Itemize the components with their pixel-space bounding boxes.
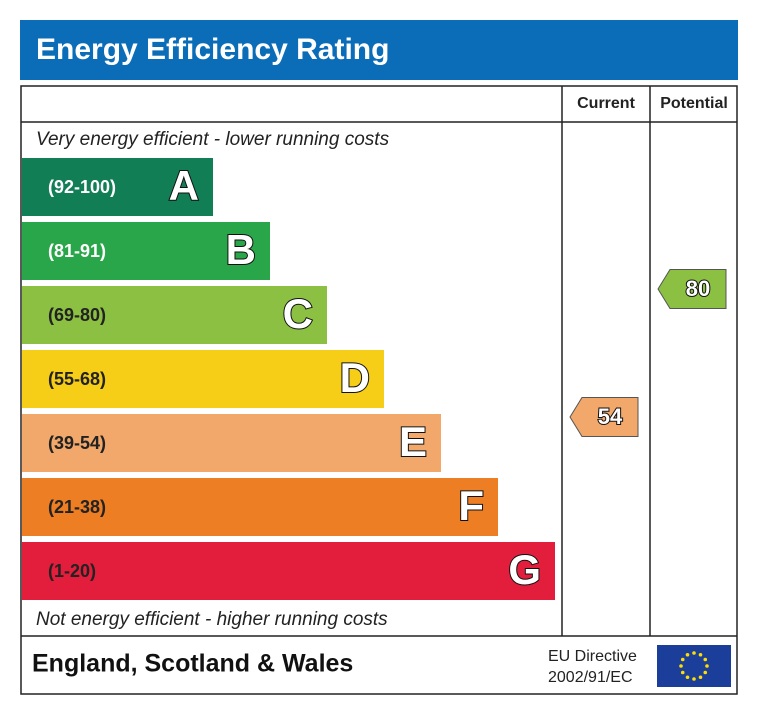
region: England, Scotland & Wales bbox=[32, 650, 353, 678]
flag-star bbox=[685, 652, 690, 657]
rating-value: 80 bbox=[686, 276, 710, 301]
band-letter: E bbox=[399, 418, 427, 465]
flag-star bbox=[698, 675, 703, 680]
flag-star bbox=[692, 651, 696, 655]
flag-star bbox=[705, 664, 709, 668]
flag-star bbox=[698, 652, 703, 657]
rating-arrow bbox=[657, 269, 727, 309]
rating-band bbox=[22, 542, 555, 600]
rating-value: 54 bbox=[598, 404, 623, 429]
band-letter: B bbox=[226, 226, 256, 273]
band-letter: D bbox=[340, 354, 370, 401]
flag-star bbox=[679, 664, 683, 668]
rating-band bbox=[22, 414, 441, 472]
rating-band bbox=[22, 350, 384, 408]
bottom-note: Not energy efficient - higher running co… bbox=[36, 609, 388, 630]
flag-star bbox=[692, 677, 696, 681]
flag-star bbox=[685, 675, 690, 680]
column-header: Potential bbox=[660, 95, 728, 112]
band-range: (21-38) bbox=[48, 497, 106, 517]
band-range: (39-54) bbox=[48, 433, 106, 453]
band-range: (1-20) bbox=[48, 561, 96, 581]
flag-star bbox=[680, 670, 685, 675]
rating-arrow bbox=[569, 397, 639, 437]
flag-star bbox=[703, 657, 708, 662]
band-range: (81-91) bbox=[48, 241, 106, 261]
band-letter: C bbox=[283, 290, 313, 337]
top-note: Very energy efficient - lower running co… bbox=[36, 129, 390, 150]
flag-star bbox=[703, 670, 708, 675]
column-header: Current bbox=[577, 95, 635, 112]
rating-band bbox=[22, 286, 327, 344]
directive: EU Directive bbox=[548, 648, 637, 665]
band-letter: G bbox=[508, 546, 541, 593]
title-bar bbox=[20, 20, 738, 80]
rating-band bbox=[22, 478, 498, 536]
flag-star bbox=[680, 657, 685, 662]
band-letter: A bbox=[169, 162, 199, 209]
title: Energy Efficiency Rating bbox=[36, 33, 389, 66]
frame bbox=[20, 85, 738, 695]
rating-band bbox=[22, 222, 270, 280]
band-range: (55-68) bbox=[48, 369, 106, 389]
band-range: (69-80) bbox=[48, 305, 106, 325]
rating-band bbox=[22, 158, 213, 216]
band-range: (92-100) bbox=[48, 177, 116, 197]
band-letter: F bbox=[458, 482, 484, 529]
directive: 2002/91/EC bbox=[548, 669, 633, 686]
eu-flag bbox=[657, 645, 731, 687]
